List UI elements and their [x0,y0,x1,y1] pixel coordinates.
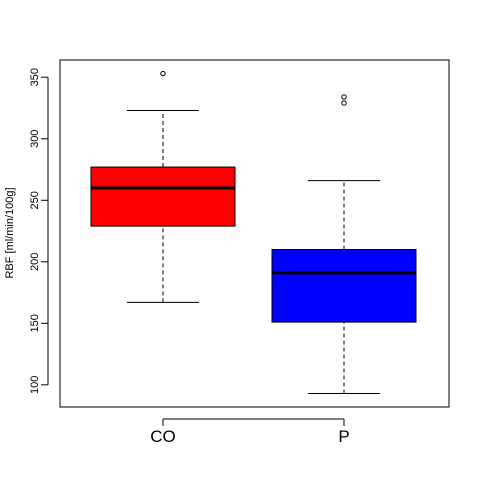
y-tick-label-150: 150 [29,314,41,332]
boxes [90,70,417,394]
y-tick-label-350: 350 [29,68,41,86]
x-tick-label-CO: CO [150,427,176,446]
y-axis: 100 150 200 250 300 350 [29,68,49,394]
x-tick-label-P: P [338,427,349,446]
y-tick-label-100: 100 [29,376,41,394]
y-axis-title: RBF [ml/min/100g] [4,187,16,278]
y-tick-label-250: 250 [29,191,41,209]
y-tick-label-300: 300 [29,130,41,148]
outlier-co-0 [160,70,166,77]
outlier-p-0 [341,100,347,106]
x-axis: CO P [150,418,350,446]
plot-frame [59,59,450,408]
box-p [271,248,417,323]
outlier-p-1 [341,94,347,100]
y-tick-label-200: 200 [29,253,41,271]
box-co [90,166,236,227]
